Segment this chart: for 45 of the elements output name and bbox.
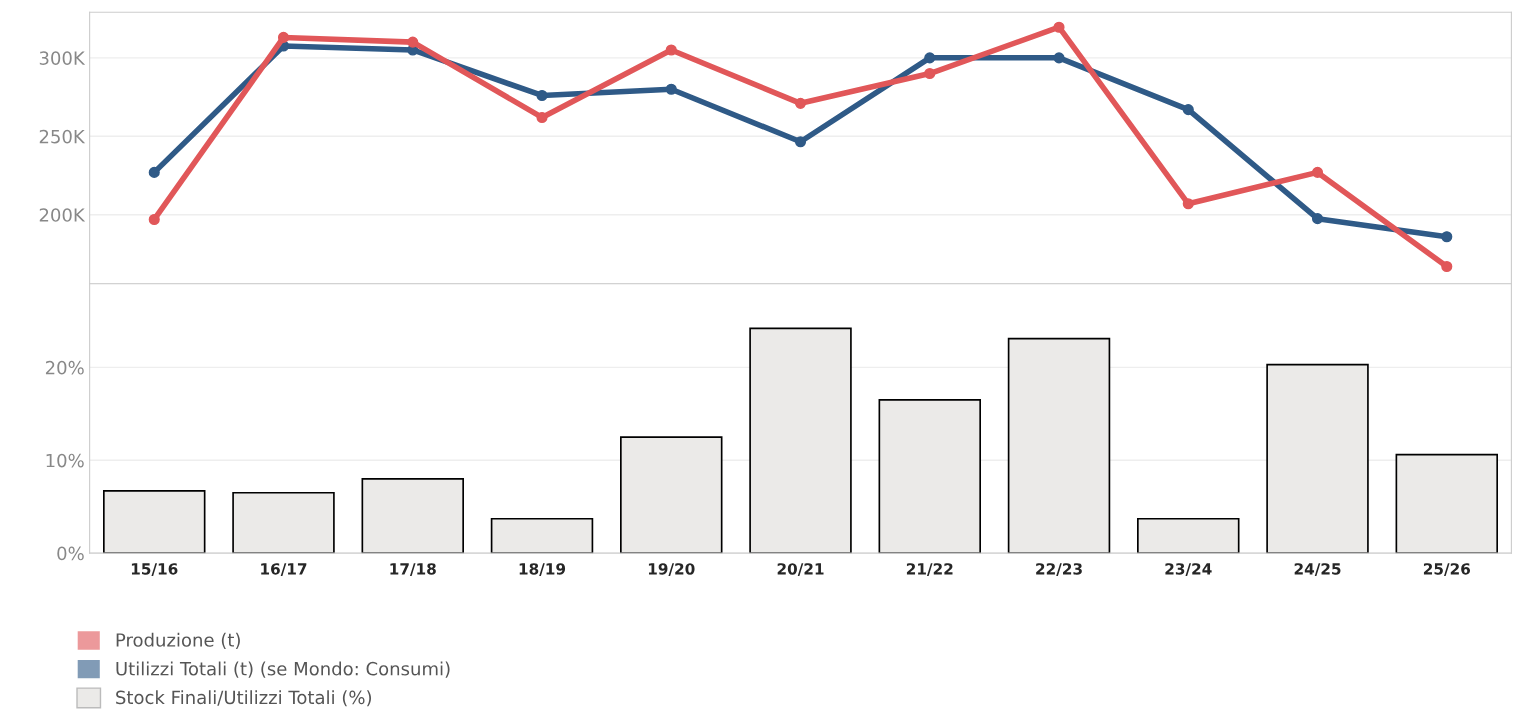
point [1311,213,1324,225]
bar [361,478,464,554]
point [1311,166,1324,178]
point [277,31,290,43]
point [794,97,807,109]
point [665,83,677,95]
point [1441,260,1453,273]
point [1053,21,1065,33]
x-tick-label: 20/21 [777,563,824,576]
x-tick-label: 23/24 [1165,563,1212,576]
point [924,67,936,80]
y-tick-label: 250K [39,129,86,144]
point [148,213,160,226]
x-tick-label: 17/18 [390,563,436,576]
bar [1137,517,1240,554]
point [536,111,548,124]
x-tick-label: 18/19 [519,563,566,576]
y-tick-label: 0% [57,546,84,561]
point [1182,198,1194,210]
y-tick-label: 10% [46,453,84,468]
x-tick-label: 15/16 [131,563,178,576]
bar [103,490,206,554]
point [407,36,419,48]
y-tick-label: 200K [39,208,86,222]
bar [232,491,335,554]
legend-label: Stock Finali/Utilizzi Totali (%) [116,690,372,707]
point [794,136,807,148]
x-tick-label: 16/17 [261,563,307,576]
x-tick-label: 19/20 [648,563,695,576]
point [924,52,936,64]
x-tick-label: 21/22 [906,563,953,576]
x-tick-label: 24/25 [1294,563,1341,576]
x-tick-label: 25/26 [1423,563,1471,576]
point [1182,104,1194,116]
point [665,44,677,56]
point [536,89,548,102]
point [1441,231,1453,243]
y-tick-label: 20% [45,360,84,375]
point [1053,52,1065,64]
y-tick-label: 300K [39,51,86,65]
point [148,166,160,178]
legend-label: Utilizzi Totali (t) (se Mondo: Consumi) [116,661,450,678]
bar [490,517,594,554]
legend-label: Produzione (t) [116,632,240,649]
x-tick-label: 22/23 [1036,563,1082,576]
